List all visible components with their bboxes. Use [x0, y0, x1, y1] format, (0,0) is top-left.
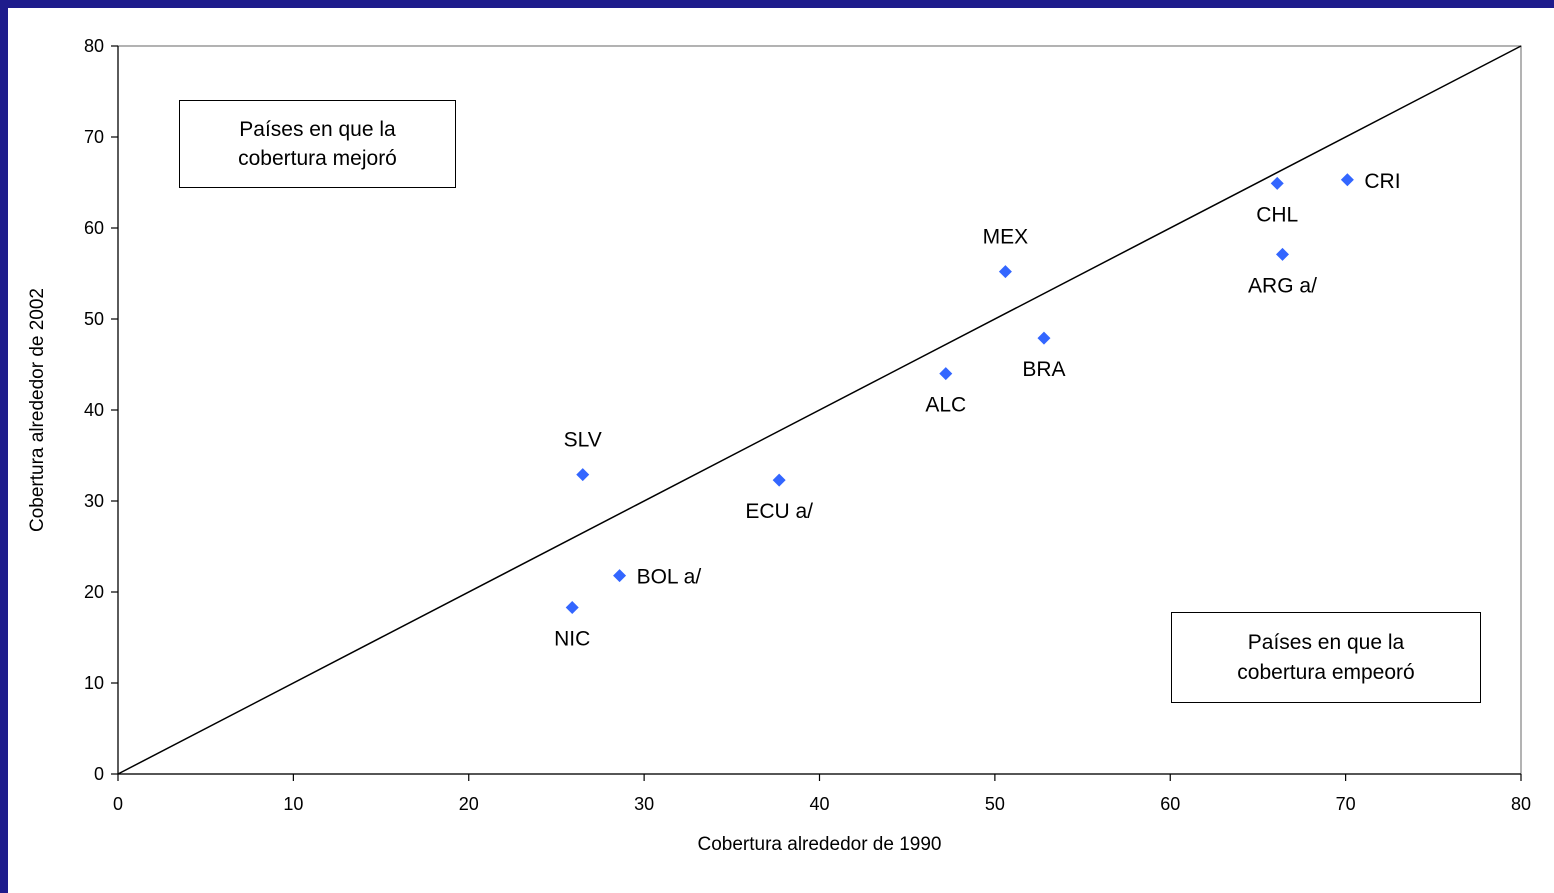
x-tick-label: 0: [113, 794, 123, 814]
y-tick-label: 50: [84, 309, 104, 329]
data-point-label: CRI: [1364, 170, 1400, 193]
annotation-improved: Países en que la cobertura mejoró: [179, 100, 456, 188]
y-tick-label: 20: [84, 582, 104, 602]
data-point-marker: [939, 367, 953, 381]
data-point-label: ALC: [925, 394, 966, 417]
data-point-marker: [1275, 247, 1289, 261]
x-tick-label: 30: [634, 794, 654, 814]
data-point-label: CHL: [1256, 203, 1298, 226]
data-point-marker: [613, 569, 627, 583]
data-point-label: NIC: [554, 627, 590, 650]
y-tick-label: 60: [84, 218, 104, 238]
annotation-worsened-line-1: Países en que la: [1247, 631, 1405, 655]
y-tick-label: 70: [84, 127, 104, 147]
data-point-label: ECU a/: [745, 500, 813, 523]
y-axis-title: Cobertura alrededor de 2002: [27, 288, 48, 532]
y-tick-label: 80: [84, 36, 104, 56]
x-tick-label: 50: [985, 794, 1005, 814]
data-point-label: MEX: [983, 226, 1029, 249]
x-tick-label: 40: [809, 794, 829, 814]
scatter-chart: 0 10 20 30 40 50 60 70 80 0 10 20 30 40 50 60 70 80 SLV NI…: [27, 36, 1531, 855]
data-point-marker: [1340, 173, 1354, 187]
x-axis-title: Cobertura alrededor de 1990: [697, 834, 941, 855]
x-tick-label: 20: [459, 794, 479, 814]
reference-line: [117, 45, 1522, 775]
data-point-marker: [1270, 176, 1284, 190]
data-point-label: BOL a/: [637, 566, 702, 589]
y-tick-label: 0: [94, 764, 104, 784]
tick-labels: 0 10 20 30 40 50 60 70 80 0 10 20 30 40 50 60 70 80: [84, 36, 1531, 814]
data-point-marker: [1037, 331, 1051, 345]
annotation-worsened: Países en que la cobertura empeoró: [1171, 612, 1481, 703]
axes: [111, 45, 1522, 781]
x-tick-label: 60: [1160, 794, 1180, 814]
data-point-marker: [998, 265, 1012, 279]
data-point-label: BRA: [1022, 358, 1065, 381]
data-point-marker: [772, 473, 786, 487]
y-tick-label: 40: [84, 400, 104, 420]
x-tick-label: 70: [1336, 794, 1356, 814]
data-point-label: ARG a/: [1248, 274, 1317, 297]
y-tick-label: 10: [84, 673, 104, 693]
x-tick-label: 80: [1511, 794, 1531, 814]
data-point-marker: [565, 600, 579, 614]
y-tick-label: 30: [84, 491, 104, 511]
data-points: SLV NIC BOL a/ECU a/ALC MEX BRA CHL ARG a/CRI: [554, 170, 1400, 651]
data-point-label: SLV: [564, 429, 602, 452]
data-point-marker: [576, 468, 590, 482]
chart-frame: 0 10 20 30 40 50 60 70 80 0 10 20 30 40 50 60 70 80 SLV NI…: [8, 8, 1554, 893]
annotation-improved-line-1: Países en que la: [239, 117, 396, 141]
annotation-worsened-line-2: cobertura empeoró: [1237, 660, 1415, 684]
x-tick-label: 10: [283, 794, 303, 814]
annotation-improved-line-2: cobertura mejoró: [238, 147, 397, 170]
